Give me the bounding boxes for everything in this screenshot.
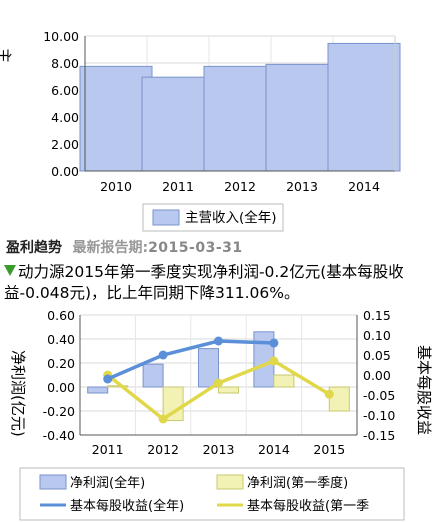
- legend-label-net-profit-q1: 净利润(第一季度): [247, 475, 348, 491]
- net-profit-q1-bar: [107, 385, 129, 388]
- eps-year-point: [158, 350, 168, 360]
- revenue-xtick-label: 2013: [286, 179, 318, 194]
- revenue-chart-ylabel: 主营收入(亿元): [0, 46, 12, 64]
- profit-ytick-label-left: 0.20: [47, 356, 75, 371]
- net-profit-year-bar: [142, 363, 164, 388]
- net-profit-q1-bar: [328, 386, 350, 412]
- profit-summary-text: 动力源2015年第一季度实现净利润-0.2亿元(基本每股收益-0.048元)，比…: [4, 263, 404, 302]
- down-arrow-icon: [4, 265, 16, 276]
- profit-chart: -0.40 -0.20 0.00 0.20 0.40 0.60 -0.15 -0.10 -0.0…: [9, 308, 433, 521]
- profit-xtick-label: 2011: [92, 442, 124, 457]
- revenue-bar: [203, 65, 277, 172]
- profit-xtick-label: 2014: [258, 442, 290, 457]
- report-date-value: 2015-03-31: [148, 240, 243, 256]
- profit-ytick-label-right: -0.05: [363, 388, 395, 403]
- profit-section-title: 盈利趋势: [6, 240, 62, 256]
- revenue-ytick-label: 8.00: [51, 56, 79, 71]
- revenue-legend-swatch: [152, 209, 180, 226]
- profit-ytick-label-left: 0.60: [47, 308, 75, 323]
- net-profit-year-bar: [87, 386, 109, 394]
- eps-year-line: [107, 339, 274, 381]
- revenue-xtick-label: 2011: [162, 179, 194, 194]
- eps-q1-point: [214, 378, 223, 388]
- eps-year-point: [103, 374, 113, 384]
- profit-ytick-label-left: 0.40: [47, 332, 75, 347]
- revenue-bar: [79, 65, 153, 172]
- profit-section-header: 盈利趋势 最新报告期:2015-03-31: [0, 236, 447, 261]
- legend-label-eps-year: 基本每股收益(全年): [70, 498, 184, 514]
- revenue-xtick-label: 2012: [224, 179, 256, 194]
- profit-chart-bars: [87, 331, 350, 422]
- revenue-bar: [141, 76, 215, 172]
- revenue-ytick-label: 6.00: [51, 83, 79, 98]
- profit-ytick-label-right: 0.05: [363, 348, 391, 363]
- revenue-chart-axes: 0.00 2.00 4.00 6.00 8.00 10.00 2010 2011 2012 201…: [43, 29, 396, 194]
- revenue-chart-legend: 主营收入(全年): [142, 203, 284, 232]
- eps-year-point: [269, 338, 279, 348]
- profit-chart-ylabel-left: 净利润(亿元): [9, 350, 27, 437]
- profit-ytick-label-left: -0.20: [43, 404, 75, 419]
- report-date-label: 最新报告期:: [72, 240, 149, 256]
- net-profit-q1-bar: [162, 386, 184, 422]
- profit-chart-lines: [103, 336, 334, 424]
- revenue-bar: [265, 63, 339, 172]
- eps-q1-point: [158, 414, 168, 424]
- revenue-legend-label: 主营收入(全年): [185, 209, 277, 226]
- eps-year-point: [214, 336, 223, 346]
- profit-ytick-label-right: -0.10: [363, 408, 395, 423]
- revenue-ytick-label: 0.00: [51, 164, 79, 179]
- revenue-chart-bars: [79, 42, 401, 172]
- profit-xtick-label: 2015: [313, 442, 345, 457]
- legend-label-eps-q1: 基本每股收益(第一季: [247, 498, 369, 514]
- profit-ytick-label-left: 0.00: [47, 380, 75, 395]
- profit-xtick-label: 2012: [147, 442, 179, 457]
- profit-chart-ylabel-right: 基本每股收益: [415, 345, 433, 435]
- profit-chart-legend: 净利润(全年) 净利润(第一季度) 基本每股收益(全年) 基本每股收益(第一季: [19, 467, 405, 521]
- revenue-ytick-label: 2.00: [51, 137, 79, 152]
- net-profit-q1-bar: [218, 386, 239, 394]
- net-profit-q1-bar: [273, 374, 295, 388]
- profit-ytick-label-right: 0.15: [363, 308, 391, 323]
- profit-ytick-label-left: -0.40: [43, 428, 75, 443]
- profit-ytick-label-right: 0.00: [363, 368, 391, 383]
- revenue-chart: 0.00 2.00 4.00 6.00 8.00 10.00 2010 2011 2012 201…: [0, 29, 401, 232]
- profit-summary: 动力源2015年第一季度实现净利润-0.2亿元(基本每股收益-0.048元)，比…: [4, 262, 444, 304]
- legend-swatch-net-profit-q1: [216, 474, 244, 490]
- revenue-bar: [327, 42, 401, 172]
- legend-swatch-net-profit-year: [39, 474, 67, 490]
- legend-label-net-profit-year: 净利润(全年): [70, 475, 145, 491]
- net-profit-year-bar: [198, 348, 219, 388]
- revenue-ytick-label: 4.00: [51, 110, 79, 125]
- profit-ytick-label-right: -0.15: [363, 428, 395, 443]
- profit-xtick-label: 2013: [203, 442, 235, 457]
- revenue-ytick-label: 10.00: [43, 29, 79, 44]
- profit-chart-axes: -0.40 -0.20 0.00 0.20 0.40 0.60 -0.15 -0.10 -0.0…: [43, 308, 396, 457]
- eps-q1-point: [269, 356, 279, 366]
- revenue-xtick-label: 2014: [348, 179, 380, 194]
- eps-q1-point: [324, 389, 334, 399]
- profit-ytick-label-right: 0.10: [363, 328, 391, 343]
- revenue-xtick-label: 2010: [100, 179, 132, 194]
